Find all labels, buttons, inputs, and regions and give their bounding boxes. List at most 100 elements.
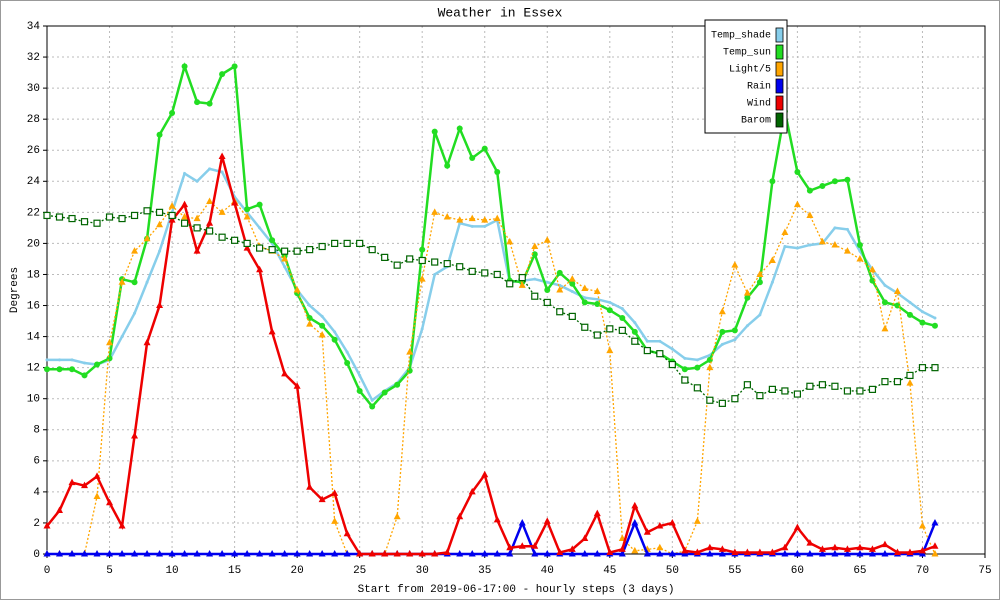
marker bbox=[856, 387, 864, 395]
marker bbox=[918, 546, 926, 554]
x-tick-label: 45 bbox=[603, 565, 616, 577]
marker bbox=[856, 241, 863, 248]
marker bbox=[733, 338, 737, 342]
marker bbox=[694, 364, 701, 371]
marker bbox=[419, 246, 426, 253]
marker bbox=[783, 245, 787, 249]
marker bbox=[93, 550, 101, 557]
marker bbox=[83, 361, 87, 365]
marker bbox=[720, 342, 724, 346]
x-tick-label: 0 bbox=[44, 565, 51, 577]
y-tick-label: 0 bbox=[33, 549, 40, 561]
x-tick-label: 25 bbox=[353, 565, 366, 577]
marker bbox=[581, 284, 589, 291]
marker bbox=[481, 470, 489, 478]
marker bbox=[618, 326, 626, 334]
marker bbox=[881, 378, 889, 386]
legend-label: Barom bbox=[741, 116, 771, 127]
marker bbox=[806, 211, 814, 218]
marker bbox=[56, 366, 63, 373]
marker bbox=[131, 550, 139, 557]
marker bbox=[381, 550, 389, 557]
marker bbox=[718, 545, 726, 552]
marker bbox=[570, 290, 574, 294]
marker bbox=[831, 382, 839, 390]
marker bbox=[468, 550, 476, 557]
marker bbox=[518, 518, 526, 526]
marker bbox=[843, 387, 852, 395]
marker bbox=[256, 265, 264, 273]
marker bbox=[756, 548, 764, 555]
marker bbox=[806, 539, 814, 546]
marker bbox=[643, 528, 651, 535]
marker bbox=[343, 239, 351, 248]
marker bbox=[468, 214, 476, 222]
marker bbox=[919, 319, 926, 326]
marker bbox=[156, 220, 164, 228]
marker bbox=[420, 327, 424, 331]
marker bbox=[206, 100, 213, 107]
marker bbox=[756, 392, 764, 400]
marker bbox=[44, 366, 50, 373]
marker bbox=[793, 550, 801, 557]
marker bbox=[843, 550, 851, 557]
marker bbox=[243, 550, 251, 557]
marker bbox=[343, 550, 351, 557]
marker bbox=[368, 246, 376, 254]
marker bbox=[868, 385, 877, 393]
marker bbox=[781, 543, 789, 551]
marker bbox=[506, 280, 514, 288]
marker bbox=[808, 243, 812, 247]
marker bbox=[306, 550, 314, 557]
marker bbox=[831, 178, 838, 185]
marker bbox=[281, 247, 289, 255]
marker bbox=[556, 548, 564, 555]
marker bbox=[105, 213, 114, 221]
x-tick-label: 30 bbox=[416, 565, 429, 577]
marker bbox=[506, 543, 514, 551]
marker bbox=[770, 280, 774, 284]
marker bbox=[593, 550, 601, 557]
marker bbox=[318, 495, 326, 503]
x-tick-label: 15 bbox=[228, 565, 241, 577]
marker bbox=[606, 307, 613, 314]
marker bbox=[206, 197, 214, 204]
marker bbox=[68, 550, 76, 557]
marker bbox=[106, 550, 114, 557]
marker bbox=[531, 550, 539, 557]
marker bbox=[69, 366, 76, 373]
marker bbox=[206, 550, 214, 557]
marker bbox=[56, 506, 64, 514]
marker bbox=[118, 550, 126, 557]
marker bbox=[718, 399, 726, 407]
marker bbox=[693, 384, 701, 392]
marker bbox=[456, 512, 464, 520]
marker bbox=[931, 542, 939, 549]
marker bbox=[444, 162, 451, 169]
x-tick-label: 40 bbox=[541, 565, 554, 577]
marker bbox=[68, 214, 76, 223]
marker bbox=[219, 71, 226, 78]
marker bbox=[606, 325, 614, 333]
marker bbox=[656, 550, 664, 557]
marker bbox=[55, 213, 64, 221]
marker bbox=[581, 550, 589, 557]
marker bbox=[256, 244, 264, 252]
marker bbox=[556, 308, 564, 316]
marker bbox=[94, 361, 101, 368]
marker bbox=[831, 550, 839, 557]
marker bbox=[58, 358, 62, 362]
marker bbox=[543, 517, 551, 524]
marker bbox=[470, 224, 474, 228]
marker bbox=[606, 346, 614, 354]
marker bbox=[181, 200, 189, 208]
x-tick-label: 55 bbox=[728, 565, 741, 577]
y-tick-label: 28 bbox=[27, 114, 40, 126]
marker bbox=[918, 522, 926, 529]
x-tick-label: 70 bbox=[916, 565, 929, 577]
marker bbox=[656, 350, 664, 358]
marker bbox=[593, 331, 601, 339]
marker bbox=[431, 208, 439, 215]
marker bbox=[443, 260, 451, 268]
marker bbox=[244, 206, 251, 213]
